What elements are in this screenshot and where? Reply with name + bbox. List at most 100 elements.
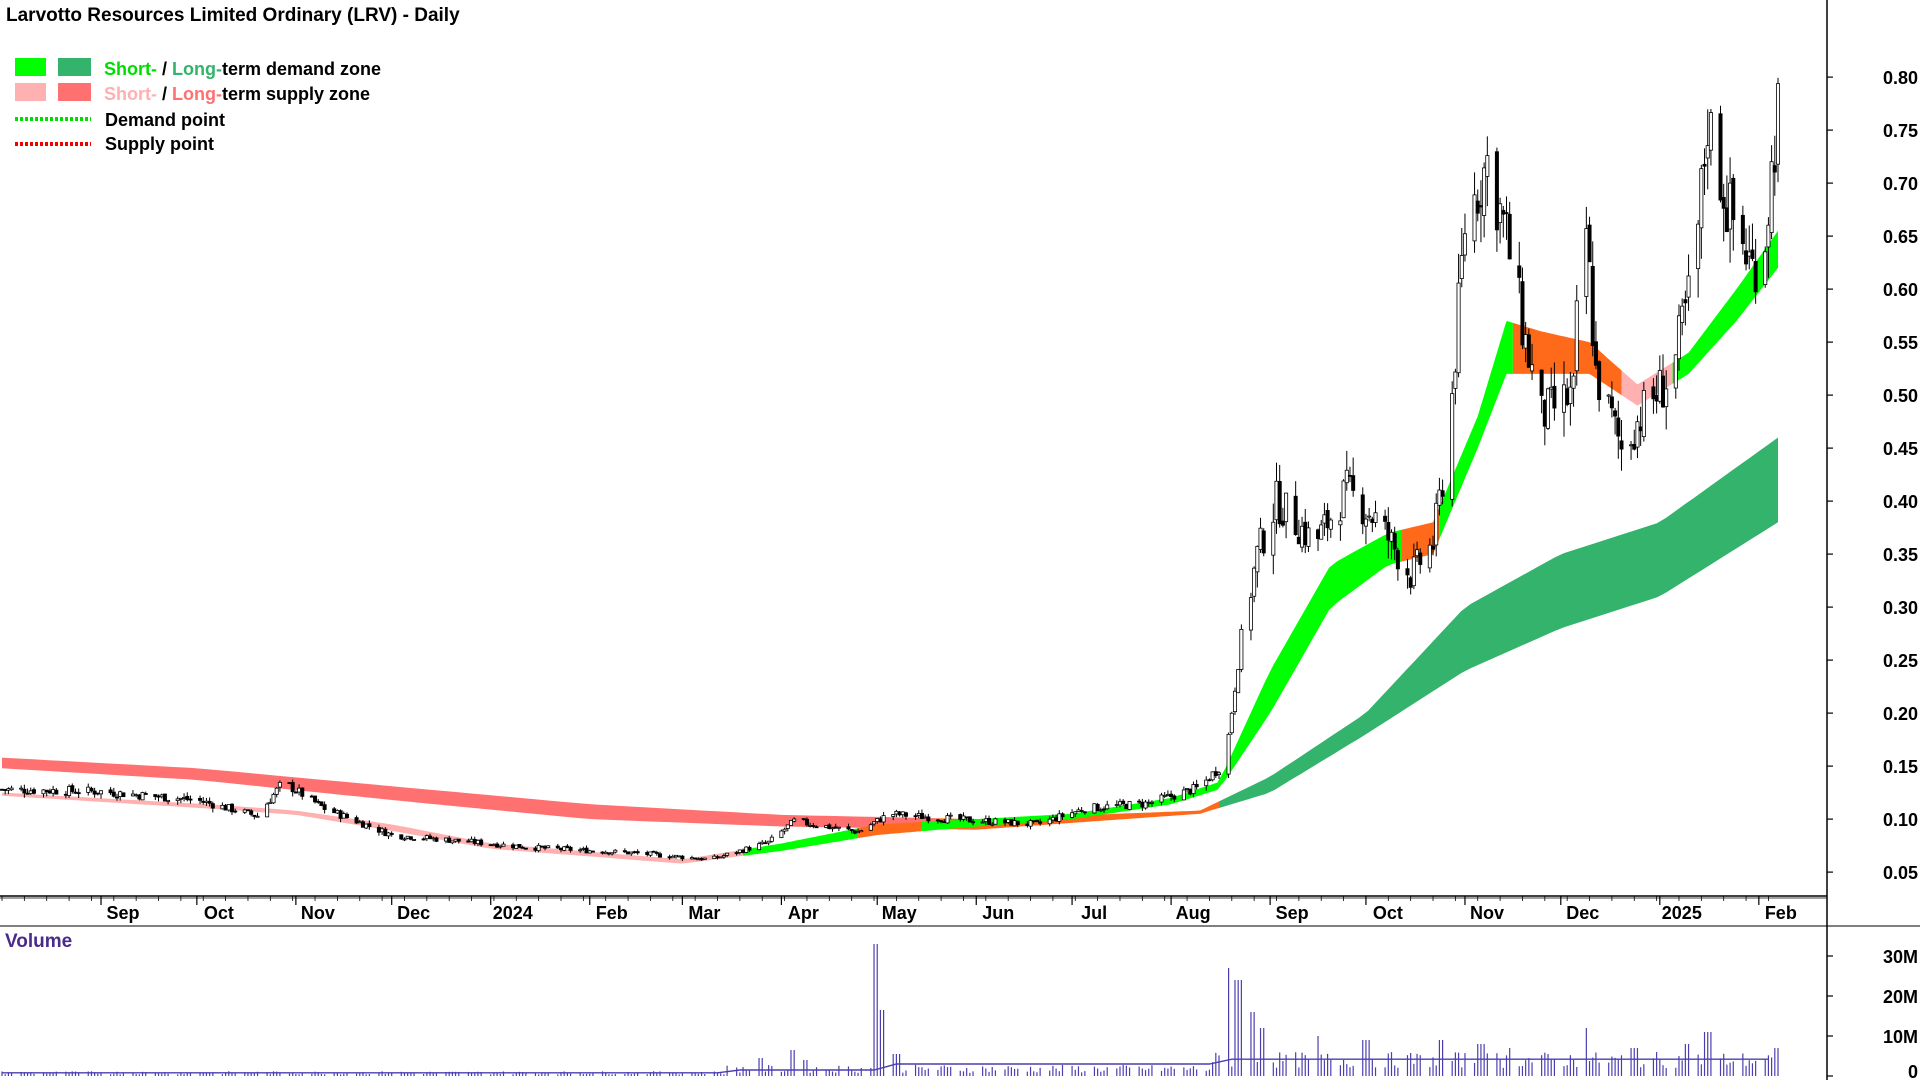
candle <box>207 797 212 807</box>
candle <box>1680 298 1685 336</box>
candle <box>1472 172 1477 253</box>
candle <box>1753 238 1758 304</box>
candle <box>903 811 908 820</box>
candle <box>990 822 995 827</box>
candle <box>1696 220 1701 298</box>
candle <box>271 792 276 804</box>
candle <box>1584 206 1589 315</box>
candle <box>1427 538 1432 573</box>
candle <box>721 853 726 859</box>
candle <box>255 812 260 818</box>
short-term-zone-5 <box>1439 321 1513 539</box>
candle <box>856 828 861 834</box>
candle <box>185 792 190 802</box>
candle <box>408 836 413 841</box>
candle <box>1386 507 1391 559</box>
candle <box>1769 145 1774 240</box>
candle <box>1210 771 1215 782</box>
candle <box>335 809 340 814</box>
candle <box>319 801 324 807</box>
candle <box>923 814 928 819</box>
candle <box>166 799 171 805</box>
candle <box>1440 479 1445 505</box>
candle <box>367 820 372 830</box>
candle <box>1593 321 1598 370</box>
candle <box>1676 304 1681 371</box>
candle <box>1766 217 1771 279</box>
candle <box>830 826 835 832</box>
candle <box>1498 197 1503 244</box>
candle <box>1705 109 1710 190</box>
candle <box>1092 803 1097 814</box>
candle <box>1252 566 1257 603</box>
candle <box>1191 781 1196 798</box>
candle <box>1140 798 1145 812</box>
candle <box>1657 355 1662 404</box>
candle <box>578 847 583 853</box>
candle <box>1363 513 1368 545</box>
candle <box>1699 164 1704 259</box>
x-axis: Sep Oct Nov Dec 2024 Feb Mar Apr May Jun Jul Aug Sep… <box>1 896 1797 923</box>
candle <box>1344 450 1349 491</box>
candle <box>31 787 36 795</box>
candle <box>1079 806 1084 813</box>
candle <box>1255 545 1260 588</box>
candle <box>1728 157 1733 263</box>
candle <box>111 787 116 798</box>
volume-panel <box>1 944 1779 1076</box>
candle <box>1721 183 1726 242</box>
candle <box>54 788 59 795</box>
candle <box>792 817 797 823</box>
candle <box>680 855 685 862</box>
candle <box>1149 800 1154 807</box>
candle <box>1248 592 1253 641</box>
candle <box>517 844 522 848</box>
y-axis: 0.80 0.75 0.70 0.65 0.60 0.55 0.50 0.45 0.40 0.35… <box>1827 68 1918 883</box>
candle <box>1651 378 1656 414</box>
candle <box>536 842 541 853</box>
candle <box>987 815 992 826</box>
volume-average-line <box>2 1058 1769 1074</box>
volume-y-axis: 30M 20M 10M 0 <box>1827 947 1918 1080</box>
candle <box>450 840 455 845</box>
candle <box>0 788 4 791</box>
legend: Short- / Long-term demand zone Short- / … <box>15 58 381 154</box>
x-tick-label: Jun <box>982 903 1014 923</box>
candle <box>1482 162 1487 238</box>
candle <box>651 850 656 853</box>
y-tick-label: 0.20 <box>1883 704 1918 724</box>
candle <box>658 851 663 858</box>
candle <box>1613 407 1618 435</box>
candle <box>140 791 145 801</box>
candle <box>1280 507 1285 528</box>
candle <box>872 821 877 827</box>
candle <box>1373 500 1378 528</box>
y-tick-label: 0.75 <box>1883 121 1918 141</box>
candle <box>1162 792 1167 798</box>
candle <box>1226 732 1231 779</box>
candle <box>1239 624 1244 673</box>
candle <box>568 845 573 853</box>
candle <box>1632 429 1637 451</box>
candle <box>1114 800 1119 808</box>
candle <box>434 836 439 843</box>
candle <box>1392 526 1397 561</box>
candle <box>948 812 953 820</box>
x-tick-label: Aug <box>1176 903 1211 923</box>
candle <box>344 812 349 819</box>
candle <box>1316 528 1321 552</box>
candle <box>1229 711 1234 735</box>
candle <box>1702 148 1707 196</box>
candle <box>1616 400 1621 459</box>
candle <box>130 790 135 797</box>
candle <box>223 803 228 811</box>
candle <box>1526 328 1531 368</box>
candle <box>1137 798 1142 804</box>
candle <box>162 793 167 802</box>
candle <box>1034 819 1039 823</box>
x-tick-label: Oct <box>1373 903 1403 923</box>
candle <box>891 814 896 821</box>
candle <box>1070 809 1075 819</box>
candle <box>993 817 998 825</box>
candle <box>590 850 595 853</box>
